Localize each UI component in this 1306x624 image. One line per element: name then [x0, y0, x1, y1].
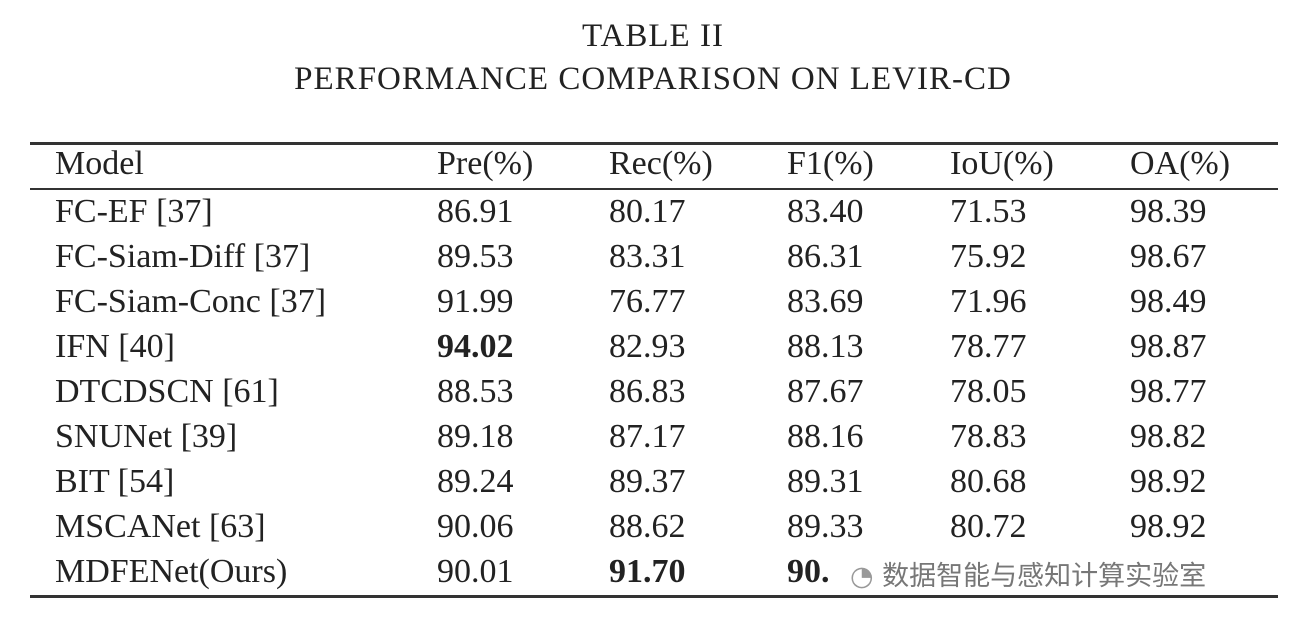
- metric-cell: 87.67: [787, 373, 864, 410]
- table-subtitle: PERFORMANCE COMPARISON ON LEVIR-CD: [294, 61, 1012, 97]
- metric-cell: 71.96: [950, 283, 1027, 320]
- metric-cell: 86.83: [609, 373, 686, 410]
- metric-cell: 86.91: [437, 193, 514, 230]
- model-name: FC-Siam-Conc [37]: [55, 283, 327, 320]
- metric-cell: 90.: [787, 553, 830, 590]
- metric-cell: 78.05: [950, 373, 1027, 410]
- metric-cell: 88.16: [787, 418, 864, 455]
- metric-cell: 98.77: [1130, 373, 1207, 410]
- metric-cell: 94.02: [437, 328, 514, 365]
- metric-cell: 98.92: [1130, 463, 1207, 500]
- watermark: ◔ 数据智能与感知计算实验室: [842, 552, 1215, 595]
- top-rule: [30, 142, 1278, 145]
- column-header: F1(%): [787, 145, 874, 182]
- metric-cell: 82.93: [609, 328, 686, 365]
- metric-cell: 89.18: [437, 418, 514, 455]
- model-name: IFN [40]: [55, 328, 175, 365]
- watermark-text: 数据智能与感知计算实验室: [882, 561, 1207, 592]
- model-name: MSCANet [63]: [55, 508, 266, 545]
- model-name: MDFENet(Ours): [55, 553, 288, 590]
- metric-cell: 83.31: [609, 238, 686, 275]
- metric-cell: 98.92: [1130, 508, 1207, 545]
- metric-cell: 98.67: [1130, 238, 1207, 275]
- model-name: BIT [54]: [55, 463, 175, 500]
- metric-cell: 83.40: [787, 193, 864, 230]
- column-header: Model: [55, 145, 144, 182]
- model-name: SNUNet [39]: [55, 418, 238, 455]
- model-name: FC-EF [37]: [55, 193, 213, 230]
- metric-cell: 88.53: [437, 373, 514, 410]
- bottom-rule: [30, 595, 1278, 598]
- metric-cell: 71.53: [950, 193, 1027, 230]
- metric-cell: 89.53: [437, 238, 514, 275]
- model-name: DTCDSCN [61]: [55, 373, 279, 410]
- metric-cell: 98.49: [1130, 283, 1207, 320]
- metric-cell: 80.17: [609, 193, 686, 230]
- metric-cell: 88.13: [787, 328, 864, 365]
- metric-cell: 89.24: [437, 463, 514, 500]
- metric-cell: 89.31: [787, 463, 864, 500]
- metric-cell: 90.01: [437, 553, 514, 590]
- metric-cell: 80.68: [950, 463, 1027, 500]
- metric-cell: 89.33: [787, 508, 864, 545]
- metric-cell: 89.37: [609, 463, 686, 500]
- metric-cell: 78.83: [950, 418, 1027, 455]
- column-header: IoU(%): [950, 145, 1054, 182]
- column-header: OA(%): [1130, 145, 1231, 182]
- metric-cell: 78.77: [950, 328, 1027, 365]
- model-name: FC-Siam-Diff [37]: [55, 238, 311, 275]
- metric-cell: 91.70: [609, 553, 686, 590]
- metric-cell: 76.77: [609, 283, 686, 320]
- metric-cell: 83.69: [787, 283, 864, 320]
- column-header: Rec(%): [609, 145, 713, 182]
- table-title: TABLE II: [582, 18, 724, 54]
- metric-cell: 88.62: [609, 508, 686, 545]
- metric-cell: 87.17: [609, 418, 686, 455]
- column-header: Pre(%): [437, 145, 534, 182]
- metric-cell: 86.31: [787, 238, 864, 275]
- metric-cell: 90.06: [437, 508, 514, 545]
- metric-cell: 98.39: [1130, 193, 1207, 230]
- metric-cell: 98.82: [1130, 418, 1207, 455]
- header-rule: [30, 188, 1278, 190]
- metric-cell: 75.92: [950, 238, 1027, 275]
- metric-cell: 80.72: [950, 508, 1027, 545]
- metric-cell: 91.99: [437, 283, 514, 320]
- metric-cell: 98.87: [1130, 328, 1207, 365]
